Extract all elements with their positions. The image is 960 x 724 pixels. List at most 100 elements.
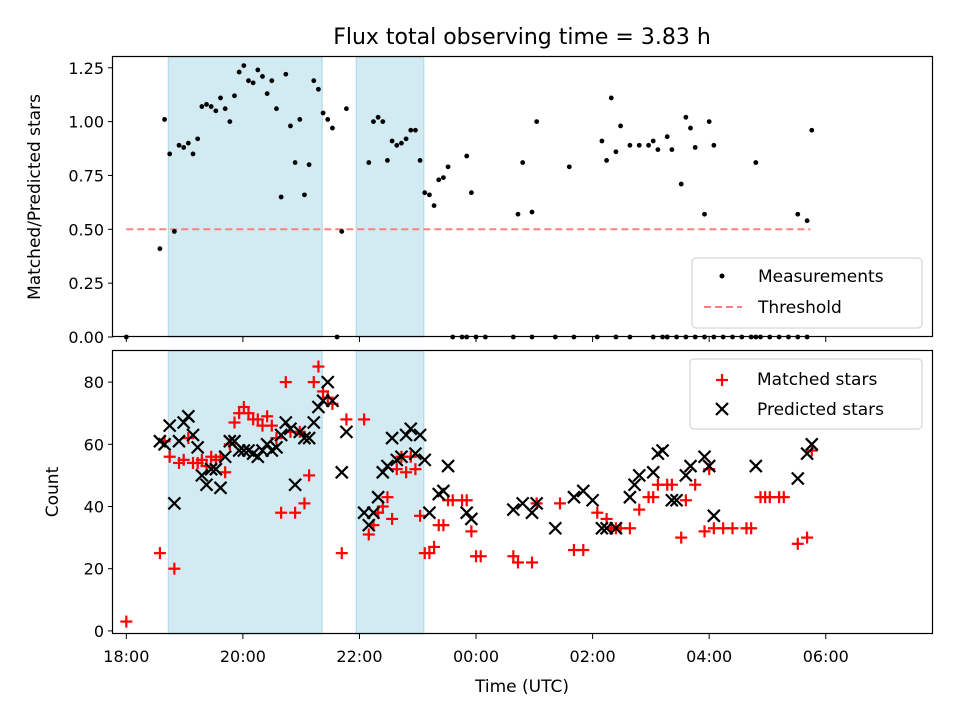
bottom-legend-marker-predicted xyxy=(715,402,729,416)
top-shaded-span-1 xyxy=(355,56,425,338)
predicted-star-point xyxy=(204,462,218,476)
bottom-y-axis: 0 20 40 60 80 xyxy=(84,373,113,641)
predicted-star-point xyxy=(218,449,232,464)
top-ytick-label: 1.25 xyxy=(68,59,104,78)
measurement-point xyxy=(255,67,261,73)
measurement-point xyxy=(171,229,177,234)
measurement-point xyxy=(241,63,247,69)
matched-star-point xyxy=(335,547,348,560)
measurement-point xyxy=(399,140,404,146)
predicted-star-point xyxy=(311,400,326,414)
matched-star-point xyxy=(390,463,403,476)
predicted-star-point xyxy=(422,505,437,520)
predicted-star-point xyxy=(162,418,177,433)
top-legend-label-measurements: Measurements xyxy=(758,267,884,287)
matched-star-point xyxy=(465,525,478,538)
measurement-point xyxy=(274,106,279,112)
measurement-point xyxy=(195,136,201,142)
matched-star-point xyxy=(289,506,302,519)
predicted-star-point xyxy=(167,496,182,511)
predicted-star-point xyxy=(190,440,205,455)
predicted-star-point xyxy=(800,446,814,461)
matched-star-point xyxy=(168,562,181,575)
measurement-point xyxy=(278,194,284,200)
measurement-point xyxy=(330,125,335,131)
matched-star-point xyxy=(303,469,316,482)
measurement-point xyxy=(157,246,163,252)
top-y-axis-label: Matched/Predicted stars xyxy=(25,94,45,300)
matched-star-point xyxy=(647,491,660,504)
measurement-point xyxy=(190,151,196,157)
measurement-point xyxy=(371,119,376,125)
predicted-star-point xyxy=(376,465,390,480)
predicted-star-point xyxy=(176,415,191,430)
measurement-point xyxy=(711,142,717,148)
top-plot-frame xyxy=(111,55,934,338)
predicted-star-point xyxy=(567,490,581,504)
measurement-point xyxy=(232,93,237,99)
bottom-x-axis: 18:00 20:00 22:00 00:00 02:00 04:00 06:00 xyxy=(103,634,849,666)
predicted-star-point xyxy=(362,518,376,532)
measurement-point xyxy=(417,157,423,163)
measurement-point xyxy=(688,125,693,131)
measurement-point xyxy=(403,136,409,142)
predicted-star-point xyxy=(195,468,209,483)
top-shaded-spans xyxy=(167,56,425,338)
matched-star-point xyxy=(507,550,520,563)
matched-star-point xyxy=(381,491,394,504)
bottom-xtick-label: 02:00 xyxy=(570,647,616,666)
matched-star-point xyxy=(553,497,566,510)
predicted-star-point xyxy=(548,521,563,536)
top-legend-marker-measurements xyxy=(719,273,725,279)
measurement-point xyxy=(264,91,270,97)
bottom-xtick-label: 20:00 xyxy=(220,647,266,666)
measurement-point xyxy=(222,106,228,112)
measurement-point xyxy=(288,123,293,129)
predicted-star-point xyxy=(804,437,819,452)
measurement-point xyxy=(167,151,173,157)
predicted-star-point xyxy=(199,477,214,492)
measurement-point xyxy=(185,140,191,146)
measurement-point xyxy=(627,142,633,148)
measurement-point xyxy=(804,218,810,224)
top-legend-label-threshold: Threshold xyxy=(757,298,842,318)
matched-star-point xyxy=(777,491,790,504)
measurement-point xyxy=(408,127,414,133)
bottom-plot-frame xyxy=(111,349,934,635)
bottom-shaded-spans xyxy=(167,350,425,635)
bottom-legend-label-matched: Matched stars xyxy=(757,370,877,390)
measurement-point xyxy=(608,95,614,101)
matched-star-point xyxy=(153,547,166,560)
predicted-star-point xyxy=(413,428,427,442)
measurement-point xyxy=(311,78,317,84)
bottom-xtick-label: 22:00 xyxy=(336,647,382,666)
predicted-star-point xyxy=(609,521,623,536)
matched-star-point xyxy=(525,556,538,569)
predicted-star-point xyxy=(380,459,395,473)
matched-star-point xyxy=(474,550,487,563)
measurement-point xyxy=(440,175,446,181)
measurement-point xyxy=(246,78,251,84)
predicted-star-point xyxy=(595,521,609,536)
measurement-point xyxy=(468,190,474,196)
predicted-star-point xyxy=(403,421,418,436)
top-ytick-label: 0.00 xyxy=(68,328,104,347)
top-ytick-label: 1.00 xyxy=(68,113,104,132)
matched-star-point xyxy=(261,410,274,423)
bottom-xtick-label: 04:00 xyxy=(686,647,732,666)
measurement-point xyxy=(520,160,526,165)
predicted-star-point xyxy=(655,443,670,458)
measurement-point xyxy=(227,119,233,125)
matched-star-point xyxy=(675,531,688,544)
predicted-star-point xyxy=(157,437,172,452)
matched-star-point xyxy=(251,413,264,426)
measurement-point xyxy=(515,211,521,217)
predicted-star-point xyxy=(459,505,474,520)
matched-star-point xyxy=(591,506,604,519)
predicted-star-point xyxy=(623,490,637,504)
matched-star-point xyxy=(228,416,241,429)
predicted-star-point xyxy=(436,484,451,498)
matched-star-point xyxy=(414,509,427,522)
predicted-star-point xyxy=(339,425,354,439)
predicted-star-point xyxy=(213,481,228,495)
